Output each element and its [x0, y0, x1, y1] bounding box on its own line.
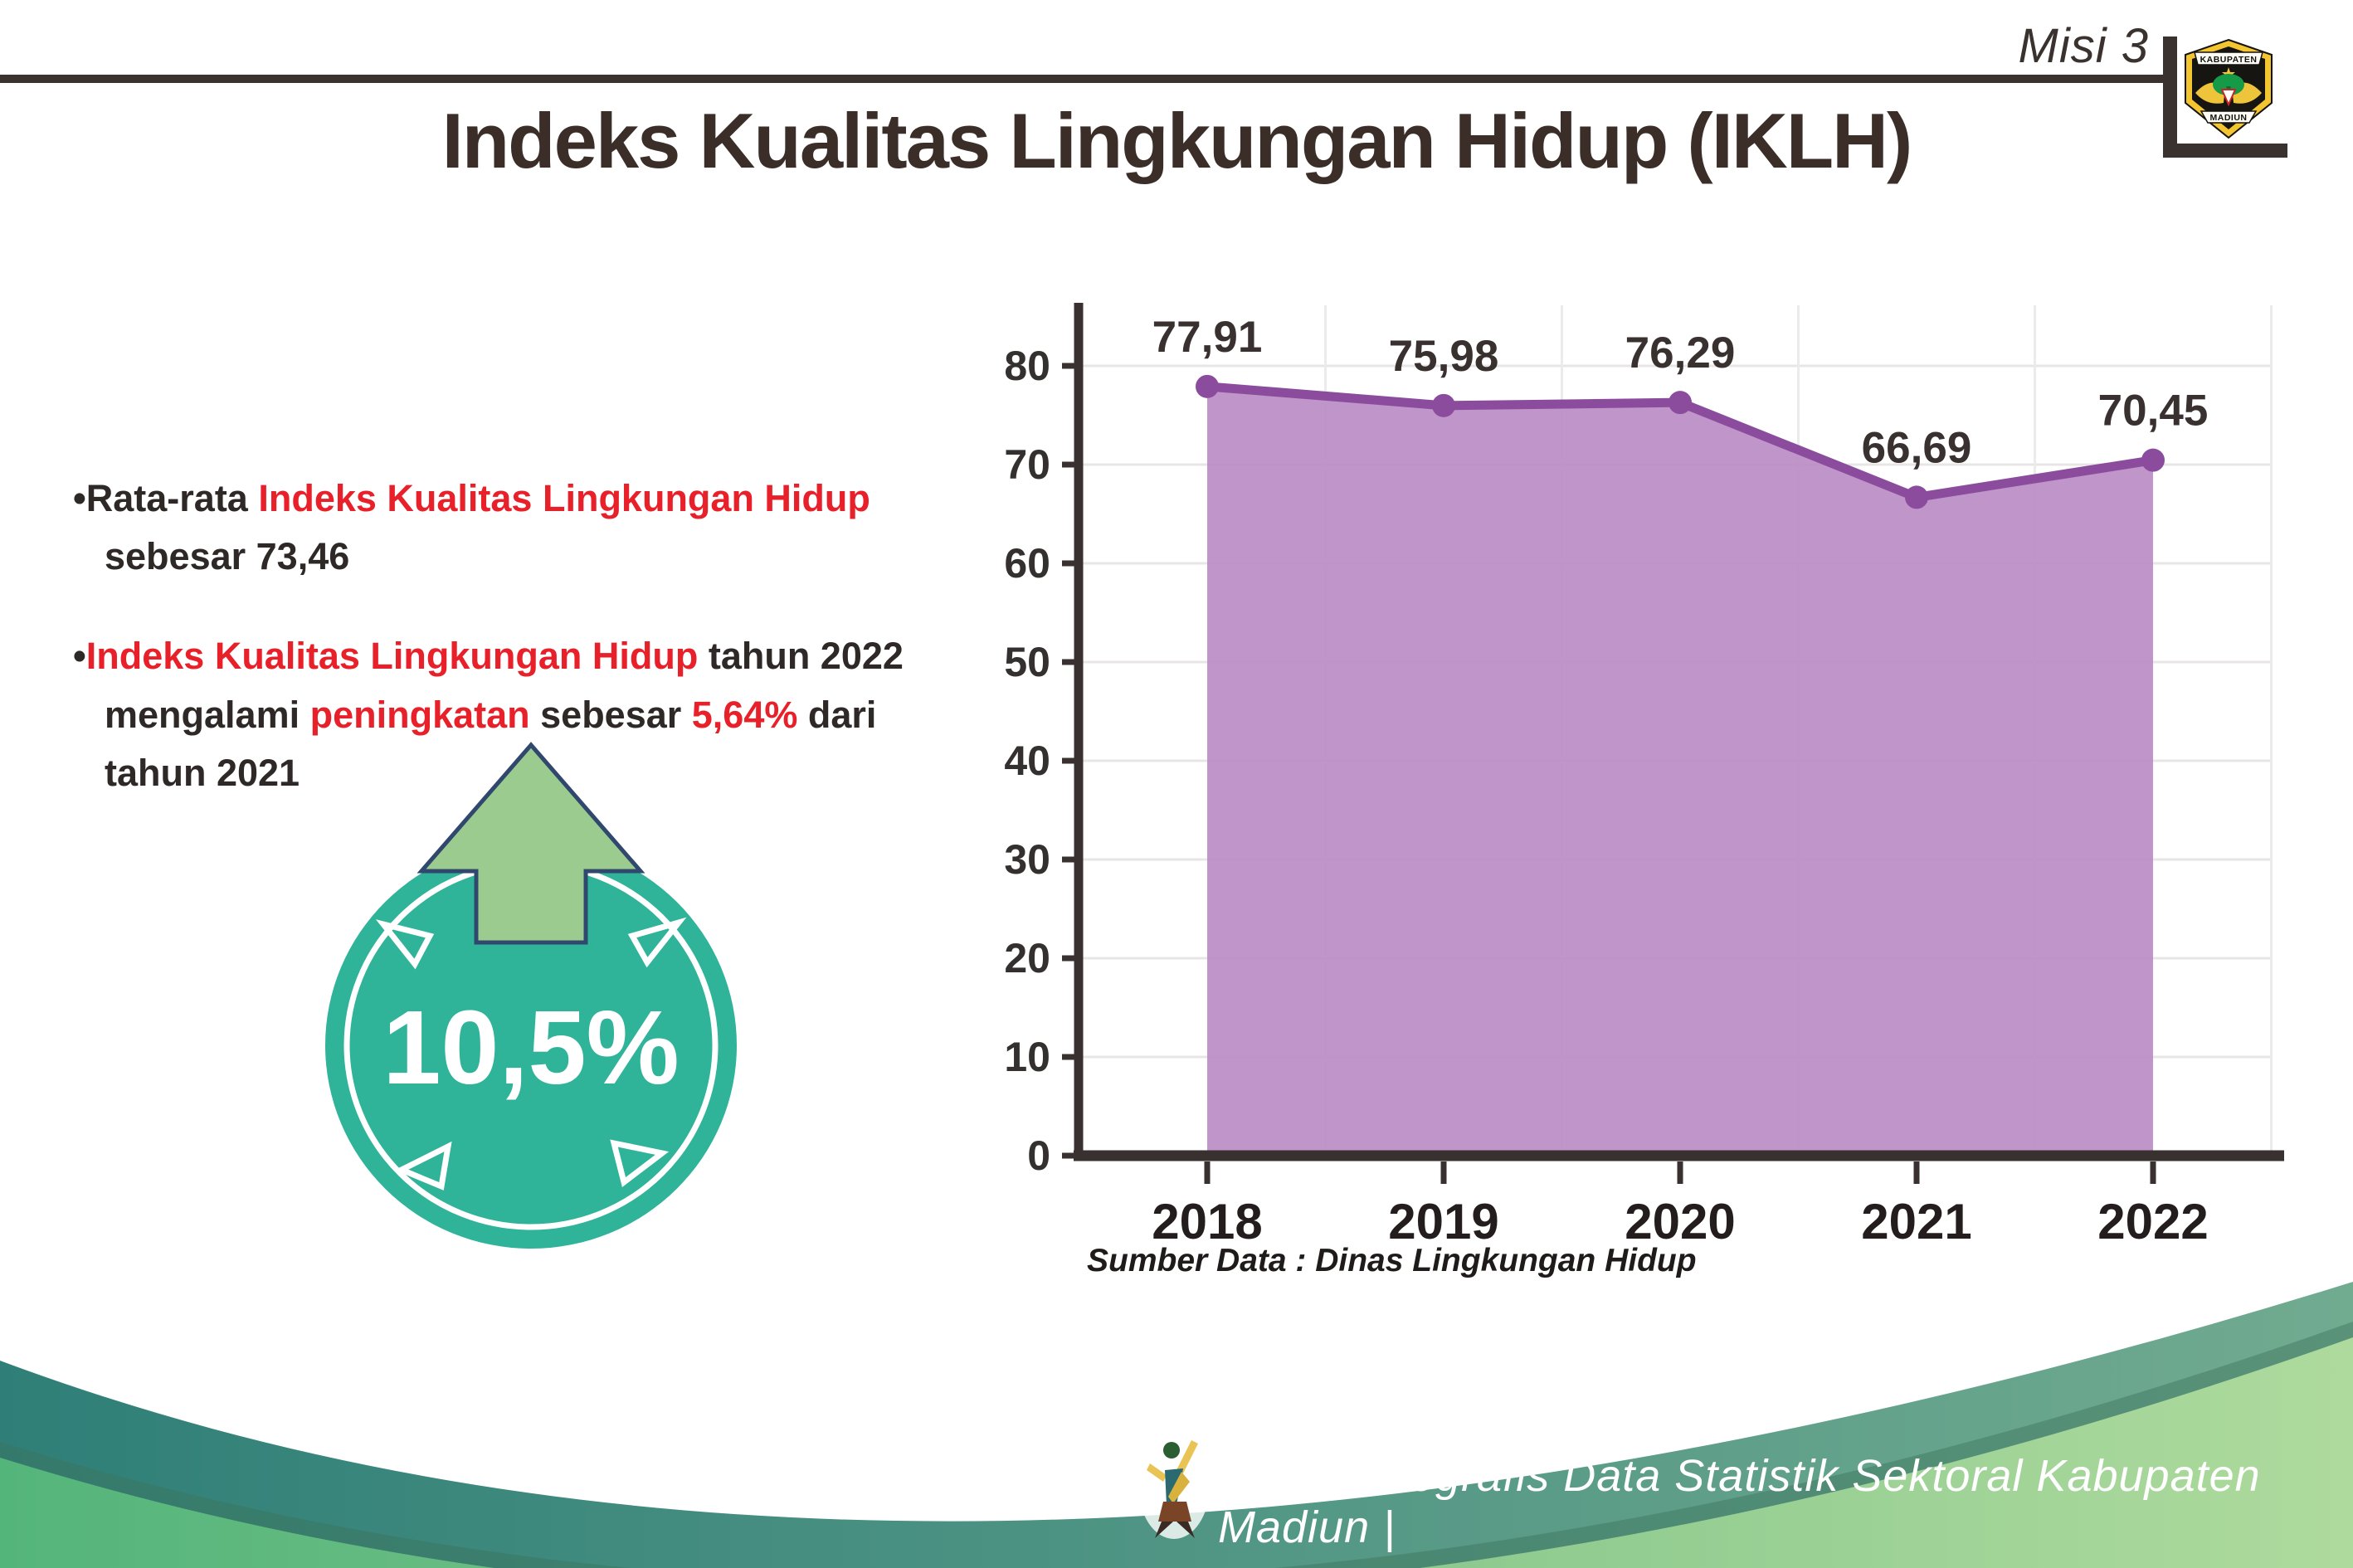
insight-bullet-2: •Indeks Kualitas Lingkungan Hidup tahun …	[73, 635, 904, 794]
svg-text:50: 50	[1004, 639, 1050, 685]
logo-banner-bottom	[2200, 110, 2258, 124]
svg-text:75,98: 75,98	[1389, 332, 1499, 381]
svg-text:60: 60	[1004, 540, 1050, 587]
svg-text:2018: 2018	[1152, 1194, 1262, 1249]
badge-spark-bottom-right	[610, 1139, 670, 1187]
bullet1-lead: Rata-rata	[85, 477, 259, 519]
logo-center-shield-icon	[2220, 89, 2237, 107]
svg-text:30: 30	[1004, 836, 1050, 883]
logo-frame-vertical	[2163, 37, 2177, 158]
bullet2-line2-post: dari	[797, 693, 877, 736]
bullet2-line3: tahun 2021	[105, 751, 300, 794]
svg-text:10: 10	[1004, 1034, 1050, 1080]
wave-teal	[0, 1282, 2353, 1568]
svg-text:70,45: 70,45	[2098, 387, 2209, 436]
header-rule	[0, 75, 2163, 83]
badge-spark-top-right	[627, 917, 687, 968]
bullet2-highlight3: 5,64%	[691, 693, 798, 736]
wave-shadow	[0, 1322, 2353, 1568]
misi-label: Misi 3	[2018, 19, 2149, 73]
bullet2-line2-pre: mengalami	[105, 693, 310, 736]
svg-text:2020: 2020	[1625, 1194, 1735, 1249]
iklh-chart: 0 10 20 30 40 50 60 70 80 2018 2019 2020 2021 2022 77,…	[1004, 303, 2284, 1249]
arrow-up-icon	[417, 742, 645, 945]
svg-text:66,69: 66,69	[1862, 423, 1972, 472]
mascot-leg-left	[1155, 1522, 1173, 1538]
svg-text:77,91: 77,91	[1152, 313, 1263, 362]
svg-text:0: 0	[1027, 1132, 1050, 1179]
mascot-arm-left	[1147, 1463, 1167, 1482]
svg-text:2022: 2022	[2097, 1194, 2208, 1249]
chart-source: Sumber Data : Dinas Lingkungan Hidup	[1087, 1243, 1697, 1278]
bullet1-line2: sebesar 73,46	[105, 535, 350, 578]
badge-spark-top-left	[375, 919, 435, 970]
bullet2-line2-mid: sebesar	[529, 693, 692, 736]
logo-banner-top	[2194, 51, 2263, 66]
bullet1-highlight: Indeks Kualitas Lingkungan Hidup	[258, 477, 870, 519]
mascot-sash	[1168, 1472, 1190, 1503]
footer-credit: Media Infografis Data Statistik Sektoral…	[1218, 1451, 2261, 1552]
bullet2-highlight1: Indeks Kualitas Lingkungan Hidup	[85, 635, 699, 678]
svg-text:2021: 2021	[1861, 1194, 1971, 1249]
svg-text:70: 70	[1004, 441, 1050, 488]
wave-green	[0, 1337, 2353, 1568]
increase-badge: 10,5%	[325, 742, 737, 1249]
insight-bullet-1: •Rata-rata Indeks Kualitas Lingkungan Hi…	[73, 477, 870, 578]
badge-value: 10,5%	[382, 989, 679, 1106]
svg-text:76,29: 76,29	[1625, 329, 1736, 377]
svg-text:2019: 2019	[1388, 1194, 1498, 1249]
svg-text:40: 40	[1004, 738, 1050, 784]
mascot-leg-right	[1176, 1522, 1195, 1538]
logo-chevron-icon	[2220, 125, 2237, 136]
mascot-skirt	[1158, 1502, 1191, 1522]
mascot-icon	[1138, 1433, 1210, 1539]
kabupaten-madiun-logo: KABUPATEN MADIUN	[2185, 38, 2273, 139]
svg-text:80: 80	[1004, 343, 1050, 389]
mascot-head	[1163, 1442, 1180, 1458]
logo-frame-horizontal	[2163, 144, 2287, 158]
badge-spark-bottom-left	[394, 1141, 452, 1191]
bullet2-after1: tahun 2022	[698, 635, 904, 678]
logo-tree-icon	[2213, 74, 2244, 95]
page-title: Indeks Kualitas Lingkungan Hidup (IKLH)	[441, 97, 1913, 184]
logo-bottom-text: MADIUN	[2210, 113, 2248, 123]
insight-panel: •Rata-rata Indeks Kualitas Lingkungan Hi…	[73, 470, 1035, 802]
mascot-arm-right	[1176, 1440, 1198, 1473]
bullet2-highlight2: peningkatan	[309, 693, 530, 736]
logo-top-text: KABUPATEN	[2200, 55, 2258, 65]
svg-text:20: 20	[1004, 935, 1050, 981]
